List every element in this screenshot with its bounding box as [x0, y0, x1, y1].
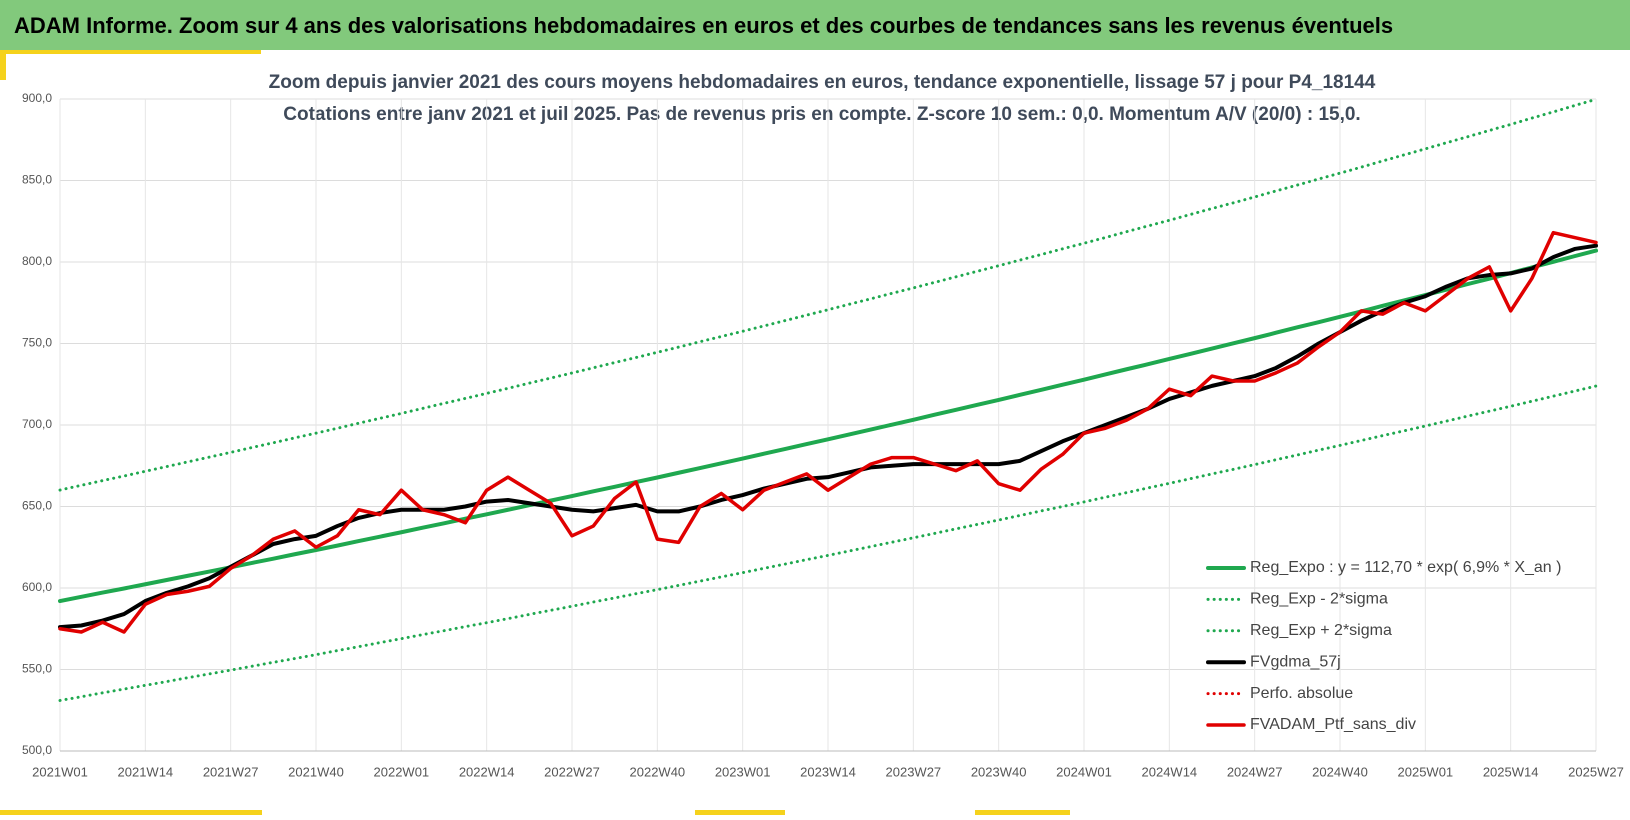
- x-tick-label: 2021W27: [203, 764, 259, 779]
- x-tick-label: 2022W14: [459, 764, 515, 779]
- y-tick-label: 700,0: [22, 417, 52, 431]
- y-tick-label: 600,0: [22, 580, 52, 594]
- x-tick-label: 2023W27: [886, 764, 942, 779]
- series-line: [58, 384, 1598, 702]
- x-tick-label: 2024W01: [1056, 764, 1112, 779]
- x-tick-label: 2025W14: [1483, 764, 1539, 779]
- x-tick-label: 2022W27: [544, 764, 600, 779]
- chart-subtitle: Cotations entre janv 2021 et juil 2025. …: [283, 104, 1360, 125]
- frame-accent: [6, 50, 261, 54]
- series-line: [58, 97, 1598, 492]
- series-line: [58, 230, 1598, 634]
- y-tick-label: 550,0: [22, 662, 52, 676]
- y-tick-label: 850,0: [22, 173, 52, 187]
- header-title: ADAM Informe. Zoom sur 4 ans des valoris…: [14, 13, 1393, 38]
- frame-accent: [0, 810, 262, 815]
- series-line: [58, 248, 1598, 604]
- x-tick-label: 2024W27: [1227, 764, 1283, 779]
- x-tick-label: 2022W01: [374, 764, 430, 779]
- x-tick-label: 2021W01: [32, 764, 88, 779]
- legend-label: Reg_Exp - 2*sigma: [1250, 591, 1388, 608]
- y-tick-label: 750,0: [22, 336, 52, 350]
- legend-label: Reg_Exp + 2*sigma: [1250, 622, 1392, 639]
- x-tick-label: 2023W01: [715, 764, 771, 779]
- y-tick-label: 500,0: [22, 743, 52, 757]
- frame-accent: [975, 810, 1070, 815]
- frame-accent: [0, 50, 6, 80]
- legend-label: FVADAM_Ptf_sans_div: [1250, 716, 1416, 733]
- x-tick-label: 2021W14: [118, 764, 174, 779]
- frame-accent: [695, 810, 785, 815]
- x-tick-label: 2021W40: [288, 764, 344, 779]
- y-tick-label: 800,0: [22, 254, 52, 268]
- x-tick-label: 2022W40: [630, 764, 686, 779]
- legend-label: Perfo. absolue: [1250, 685, 1353, 702]
- x-tick-label: 2023W14: [800, 764, 856, 779]
- y-tick-label: 650,0: [22, 499, 52, 513]
- x-tick-label: 2025W01: [1398, 764, 1454, 779]
- y-tick-label: 900,0: [22, 91, 52, 105]
- legend-label: Reg_Expo : y = 112,70 * exp( 6,9% * X_an…: [1250, 559, 1561, 576]
- legend-label: FVgdma_57j: [1250, 653, 1341, 670]
- header-bar: [0, 0, 1630, 50]
- x-tick-label: 2023W40: [971, 764, 1027, 779]
- chart-title: Zoom depuis janvier 2021 des cours moyen…: [269, 72, 1376, 93]
- x-tick-label: 2025W27: [1568, 764, 1624, 779]
- x-tick-label: 2024W40: [1312, 764, 1368, 779]
- x-tick-label: 2024W14: [1142, 764, 1198, 779]
